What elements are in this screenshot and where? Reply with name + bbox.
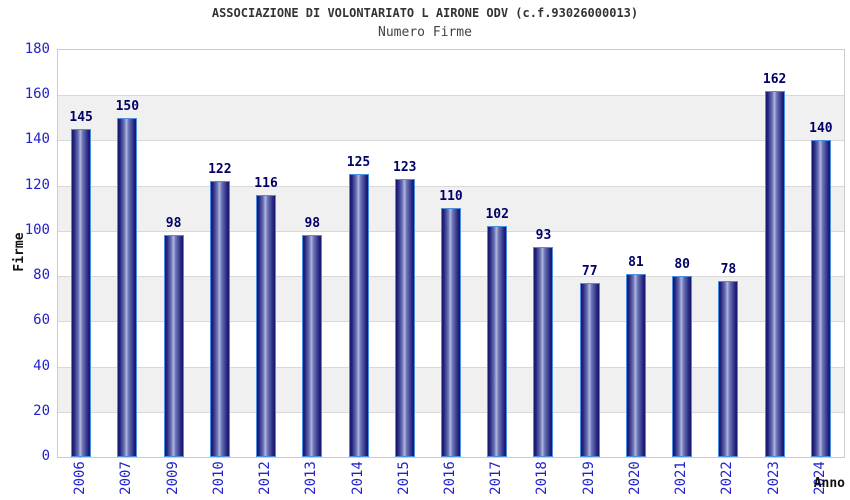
x-axis-title: Anno [813, 476, 845, 491]
y-tick-label: 40 [33, 357, 50, 374]
bar-2013 [302, 235, 323, 457]
x-tick-label: 2019 [580, 461, 597, 495]
gridline [58, 185, 844, 187]
bar-value-label: 80 [674, 257, 690, 273]
bar-2009 [163, 235, 184, 457]
bar-2020 [625, 273, 646, 457]
bar-value-label: 125 [346, 155, 371, 171]
bar-value-label: 116 [254, 175, 278, 191]
y-tick-label: 160 [24, 86, 50, 103]
gridline [58, 140, 844, 142]
y-tick-label: 100 [24, 221, 50, 238]
bar-2023 [764, 90, 785, 457]
plot-area: 145 150 98 122 116 98 125 123 110 102 93 77 81 80 78 16… [57, 49, 845, 458]
y-tick-label: 140 [24, 131, 50, 148]
x-tick-label: 2014 [349, 461, 366, 495]
y-tick-label: 180 [24, 41, 50, 57]
bar-value-label: 110 [439, 189, 463, 205]
bar-value-label: 78 [720, 261, 737, 277]
bar-2007 [117, 117, 138, 457]
x-tick-label: 2015 [395, 461, 412, 495]
background-band [58, 50, 844, 96]
bar-value-label: 140 [809, 121, 833, 137]
y-tick-label: 80 [33, 267, 50, 284]
bar-value-label: 150 [115, 98, 140, 114]
bar-value-label: 122 [208, 162, 232, 178]
background-band [58, 140, 844, 186]
bar-2016 [441, 208, 461, 457]
bar-2014 [348, 174, 369, 457]
x-tick-label: 2017 [488, 461, 505, 495]
x-tick-label: 2006 [72, 461, 89, 495]
y-tick-label: 60 [33, 312, 50, 329]
x-tick-label: 2007 [118, 461, 135, 495]
bar-value-label: 162 [762, 71, 787, 87]
x-tick-label: 2010 [210, 461, 227, 495]
y-tick-label: 120 [24, 176, 50, 193]
bar-value-label: 98 [165, 216, 182, 232]
bar-value-label: 145 [69, 110, 93, 126]
y-axis-title: Firme [12, 232, 27, 272]
y-tick-label: 0 [41, 448, 50, 464]
x-tick-label: 2009 [164, 461, 181, 495]
bar-value-label: 98 [304, 216, 321, 232]
x-tick-label: 2012 [257, 461, 274, 495]
x-tick-label: 2021 [673, 461, 690, 495]
chart-subtitle: Numero Firme [378, 25, 472, 40]
bar-2021 [672, 276, 693, 457]
background-band [58, 95, 844, 141]
gridline [58, 95, 844, 97]
bar-2010 [209, 181, 230, 457]
bar-2018 [533, 246, 554, 457]
bar-value-label: 81 [628, 254, 644, 270]
bar-2019 [579, 282, 600, 457]
bar-value-label: 102 [485, 207, 509, 223]
x-tick-label: 2020 [626, 461, 643, 495]
bar-value-label: 123 [393, 159, 417, 175]
chart-title: ASSOCIAZIONE DI VOLONTARIATO L AIRONE OD… [211, 6, 639, 20]
bar-2017 [487, 226, 508, 457]
bar-2024 [810, 140, 831, 457]
bar-value-label: 77 [581, 263, 598, 279]
bar-2015 [394, 178, 415, 457]
y-tick-label: 20 [33, 402, 50, 419]
bar-2022 [718, 280, 739, 457]
x-tick-label: 2013 [303, 461, 320, 495]
x-tick-label: 2023 [765, 461, 782, 495]
x-tick-label: 2018 [534, 461, 551, 495]
bar-value-label: 93 [535, 227, 552, 243]
bar-2012 [256, 194, 277, 457]
x-tick-label: 2016 [442, 461, 458, 495]
bar-2006 [71, 129, 92, 457]
x-tick-label: 2022 [719, 461, 736, 495]
